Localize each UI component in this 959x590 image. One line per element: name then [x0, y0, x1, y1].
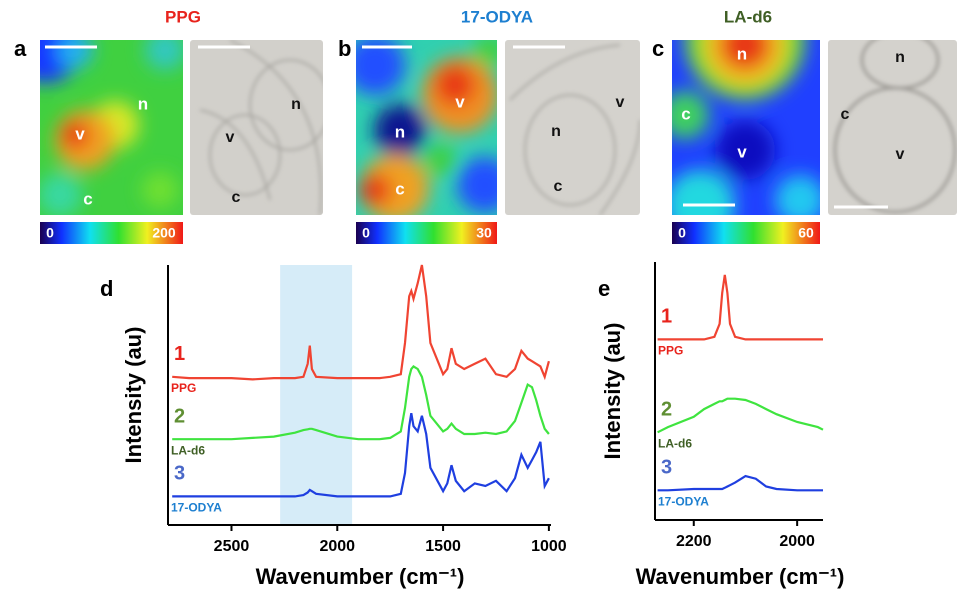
x-tick-label: 2200: [676, 533, 712, 550]
image-label: v: [616, 94, 625, 111]
map-label: c: [83, 189, 92, 208]
series-number: 2: [661, 399, 672, 421]
map-label: v: [75, 124, 85, 143]
colorbar: [40, 222, 183, 244]
spectrum: [657, 474, 823, 492]
micrograph: [505, 40, 640, 215]
panel-title: 17-ODYA: [461, 7, 533, 26]
image-label: v: [226, 129, 235, 146]
image-label: c: [232, 189, 241, 206]
raman-map: [40, 40, 183, 215]
map-label: c: [681, 104, 690, 123]
map-label: n: [138, 94, 148, 113]
panel-letter: a: [14, 36, 27, 61]
micrograph: [828, 40, 957, 215]
image-label: c: [554, 178, 563, 195]
panel-title: PPG: [165, 7, 201, 26]
spectrum: [172, 364, 550, 441]
image-label: n: [551, 123, 561, 140]
spectrum: [172, 413, 550, 498]
series-number: 2: [174, 405, 185, 427]
colorbar-max: 30: [476, 225, 492, 241]
series-name: LA-d6: [171, 443, 205, 457]
map-label: n: [395, 122, 405, 141]
colorbar-max: 60: [798, 225, 814, 241]
x-axis-title: Wavenumber (cm⁻¹): [636, 564, 845, 589]
series-name: 17-ODYA: [658, 495, 709, 509]
x-tick-label: 2000: [779, 533, 815, 550]
colorbar-min: 0: [46, 225, 54, 241]
map-label: n: [737, 44, 747, 63]
series-number: 3: [174, 463, 185, 485]
micrograph: [190, 40, 323, 215]
map-label: v: [455, 92, 465, 111]
panel-letter: b: [338, 36, 351, 61]
x-tick-label: 1500: [425, 538, 461, 555]
raman-map: [356, 40, 497, 215]
series-number: 3: [661, 457, 672, 479]
panel-letter: e: [598, 276, 610, 301]
x-tick-label: 2500: [214, 538, 250, 555]
series-number: 1: [174, 343, 185, 365]
spectrum: [172, 264, 550, 381]
spectrum: [657, 397, 824, 434]
image-label: v: [896, 146, 905, 163]
map-label: c: [395, 179, 404, 198]
series-name: PPG: [658, 344, 683, 358]
map-label: v: [737, 142, 747, 161]
colorbar-min: 0: [678, 225, 686, 241]
panel-letter: d: [100, 276, 113, 301]
image-label: n: [895, 49, 905, 66]
image-label: c: [841, 106, 850, 123]
colorbar: [672, 222, 820, 244]
spectrum: [657, 274, 823, 341]
colorbar-min: 0: [362, 225, 370, 241]
series-number: 1: [661, 306, 672, 328]
series-name: 17-ODYA: [171, 501, 222, 515]
panel-letter: c: [652, 36, 664, 61]
series-name: PPG: [171, 381, 196, 395]
series-name: LA-d6: [658, 436, 692, 450]
colorbar-max: 200: [152, 225, 176, 241]
x-tick-label: 2000: [319, 538, 355, 555]
y-axis-title: Intensity (au): [121, 327, 146, 464]
y-axis-title: Intensity (au): [600, 323, 625, 460]
x-tick-label: 1000: [531, 538, 567, 555]
image-label: n: [291, 96, 301, 113]
highlight-band: [280, 265, 353, 525]
x-axis-title: Wavenumber (cm⁻¹): [256, 564, 465, 589]
colorbar: [356, 222, 497, 244]
panel-title: LA-d6: [724, 7, 772, 26]
